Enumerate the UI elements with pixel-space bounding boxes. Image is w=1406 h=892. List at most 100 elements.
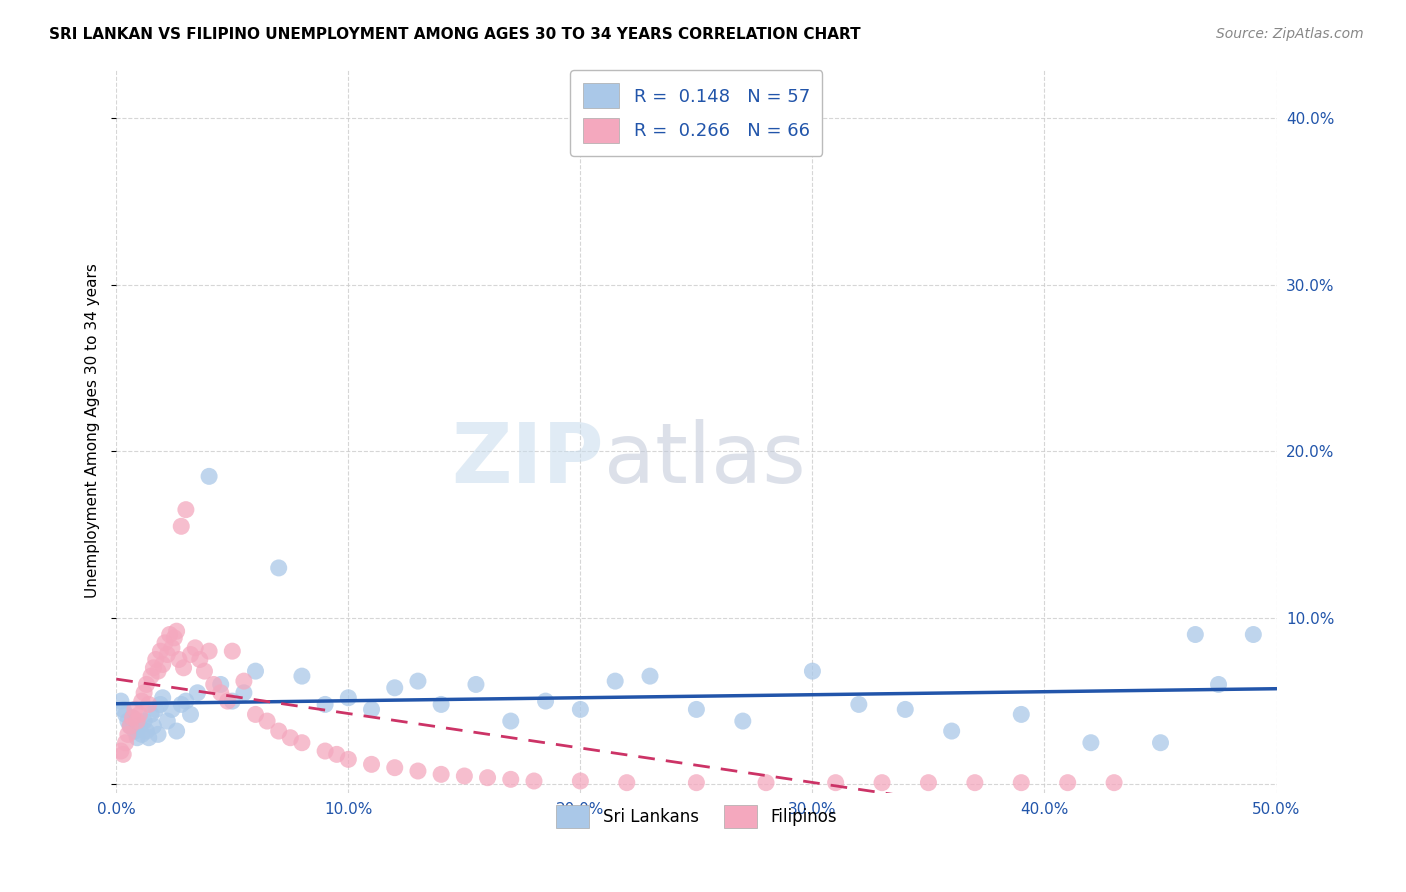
Point <box>337 752 360 766</box>
Point <box>124 702 146 716</box>
Point <box>170 519 193 533</box>
Point <box>149 698 172 712</box>
Point <box>127 714 149 728</box>
Point <box>360 757 382 772</box>
Point <box>917 775 939 789</box>
Point <box>477 771 499 785</box>
Point <box>170 698 193 712</box>
Point <box>384 681 406 695</box>
Point <box>142 661 165 675</box>
Point <box>267 561 290 575</box>
Point <box>166 724 188 739</box>
Point <box>1149 736 1171 750</box>
Point <box>569 774 592 789</box>
Point <box>145 652 167 666</box>
Point <box>384 761 406 775</box>
Point <box>121 711 143 725</box>
Point <box>406 674 429 689</box>
Point <box>278 731 301 745</box>
Point <box>638 669 661 683</box>
Point <box>337 690 360 705</box>
Point <box>267 724 290 739</box>
Point <box>128 707 150 722</box>
Point <box>131 694 153 708</box>
Point <box>941 724 963 739</box>
Point <box>256 714 278 728</box>
Point <box>221 694 243 708</box>
Text: SRI LANKAN VS FILIPINO UNEMPLOYMENT AMONG AGES 30 TO 34 YEARS CORRELATION CHART: SRI LANKAN VS FILIPINO UNEMPLOYMENT AMON… <box>49 27 860 42</box>
Point <box>160 640 183 655</box>
Point <box>1010 707 1032 722</box>
Point <box>314 744 336 758</box>
Point <box>755 775 778 789</box>
Point <box>605 674 627 689</box>
Point <box>209 686 232 700</box>
Y-axis label: Unemployment Among Ages 30 to 34 years: Unemployment Among Ages 30 to 34 years <box>86 263 100 598</box>
Point <box>245 707 267 722</box>
Point <box>135 724 157 739</box>
Point <box>131 727 153 741</box>
Point <box>291 736 314 750</box>
Point <box>114 736 136 750</box>
Point <box>114 707 136 722</box>
Point <box>217 694 239 708</box>
Point <box>152 657 174 672</box>
Point <box>180 648 202 662</box>
Point <box>232 686 254 700</box>
Point <box>163 631 186 645</box>
Point <box>156 648 179 662</box>
Point <box>1010 775 1032 789</box>
Point <box>894 702 917 716</box>
Point <box>523 774 546 789</box>
Point <box>685 702 707 716</box>
Point <box>160 702 183 716</box>
Point <box>153 636 176 650</box>
Point <box>198 644 221 658</box>
Point <box>465 677 488 691</box>
Point <box>430 767 453 781</box>
Point <box>1080 736 1102 750</box>
Legend: Sri Lankans, Filipinos: Sri Lankans, Filipinos <box>550 798 844 835</box>
Point <box>167 652 190 666</box>
Point <box>184 640 207 655</box>
Point <box>121 711 143 725</box>
Point <box>159 627 181 641</box>
Point <box>731 714 754 728</box>
Point <box>180 707 202 722</box>
Point <box>156 714 179 728</box>
Point <box>291 669 314 683</box>
Point <box>145 702 167 716</box>
Point <box>685 775 707 789</box>
Point <box>128 719 150 733</box>
Point <box>120 719 142 733</box>
Point <box>360 702 382 716</box>
Point <box>430 698 453 712</box>
Point <box>1208 677 1230 691</box>
Point <box>138 731 160 745</box>
Point <box>325 747 347 762</box>
Point <box>174 502 197 516</box>
Point <box>112 702 135 716</box>
Point <box>314 698 336 712</box>
Point <box>963 775 986 789</box>
Point <box>138 698 160 712</box>
Point <box>1102 775 1125 789</box>
Point <box>1184 627 1206 641</box>
Point <box>146 664 169 678</box>
Point <box>232 674 254 689</box>
Point <box>152 690 174 705</box>
Point <box>209 677 232 691</box>
Point <box>134 686 156 700</box>
Point <box>110 744 132 758</box>
Point <box>499 714 522 728</box>
Point <box>245 664 267 678</box>
Point <box>173 661 195 675</box>
Point <box>186 686 208 700</box>
Point <box>870 775 893 789</box>
Point <box>534 694 557 708</box>
Point <box>117 714 139 728</box>
Point <box>193 664 215 678</box>
Point <box>166 624 188 639</box>
Point <box>174 694 197 708</box>
Point <box>139 707 162 722</box>
